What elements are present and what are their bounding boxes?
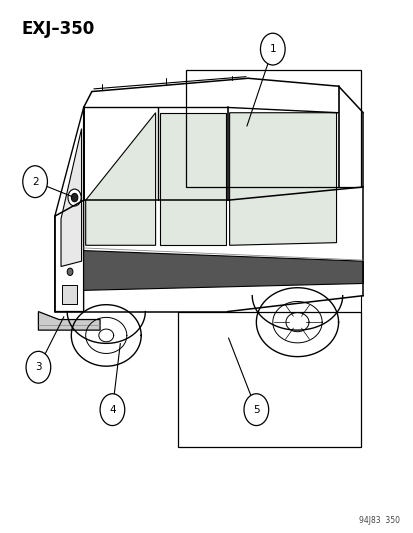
Circle shape — [243, 394, 268, 425]
Polygon shape — [61, 128, 81, 266]
Circle shape — [100, 394, 124, 425]
Circle shape — [260, 33, 285, 65]
Polygon shape — [83, 251, 362, 290]
Text: 94J83  350: 94J83 350 — [358, 516, 399, 525]
Text: 3: 3 — [35, 362, 42, 372]
Polygon shape — [62, 285, 77, 304]
Circle shape — [68, 189, 81, 206]
Polygon shape — [38, 312, 100, 330]
Text: 5: 5 — [252, 405, 259, 415]
Circle shape — [23, 166, 47, 198]
Circle shape — [71, 193, 78, 202]
Text: 4: 4 — [109, 405, 116, 415]
Text: 2: 2 — [32, 176, 38, 187]
Circle shape — [26, 351, 51, 383]
Polygon shape — [229, 113, 336, 245]
Text: EXJ–350: EXJ–350 — [22, 20, 95, 38]
Polygon shape — [159, 113, 225, 245]
Circle shape — [67, 268, 73, 276]
Text: 1: 1 — [269, 44, 275, 54]
Polygon shape — [85, 113, 155, 245]
